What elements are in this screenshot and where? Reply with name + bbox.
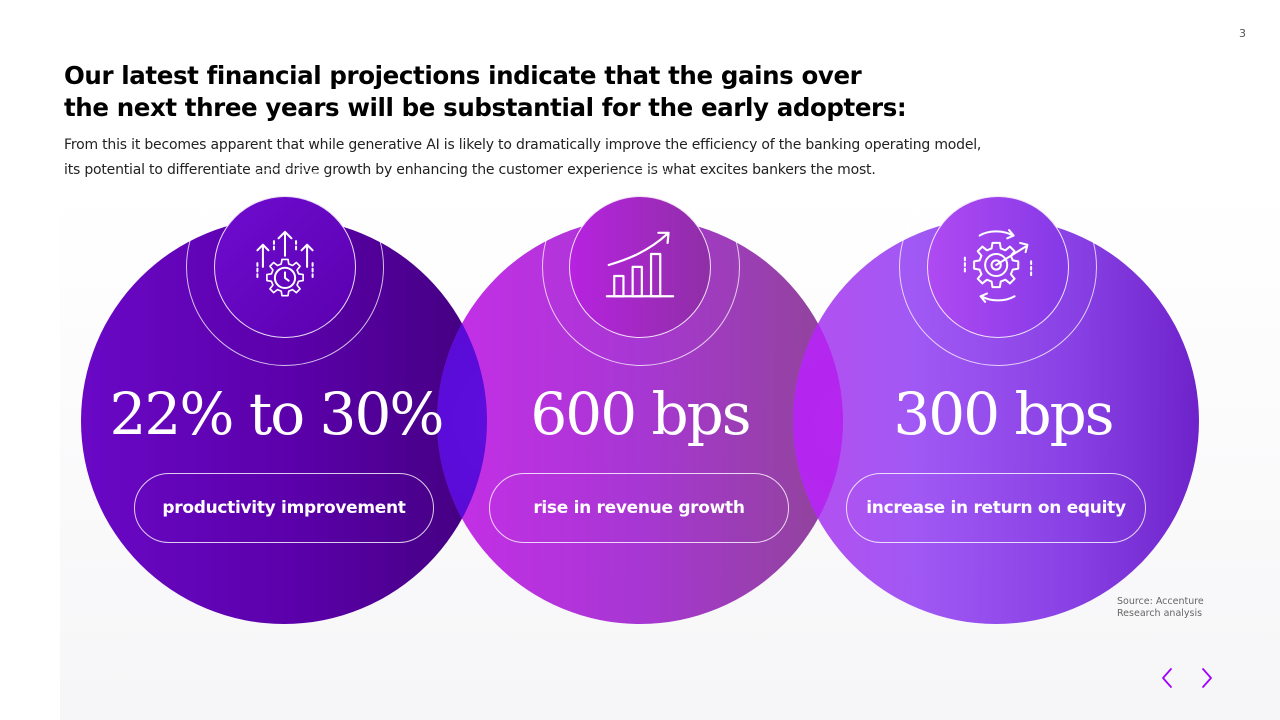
stat-value-revenue: 600 bps — [530, 380, 751, 448]
stat-label-roe: increase in return on equity — [846, 473, 1146, 543]
icon-disc-productivity — [214, 196, 356, 338]
intro-line-2: its potential to differentiate and drive… — [64, 162, 876, 178]
intro-line-1: From this it becomes apparent that while… — [64, 137, 982, 153]
stat-label-revenue: rise in revenue growth — [489, 473, 789, 543]
next-page-button[interactable] — [1193, 666, 1221, 694]
page-title-line-1: Our latest financial projections indicat… — [64, 61, 862, 90]
gear-target-icon — [952, 219, 1044, 316]
stat-label-productivity: productivity improvement — [134, 473, 434, 543]
prev-page-button[interactable] — [1153, 666, 1181, 694]
stat-value-productivity: 22% to 30% — [109, 380, 445, 448]
chevron-right-icon — [1200, 667, 1214, 694]
icon-ring-1 — [186, 168, 384, 366]
chevron-left-icon — [1160, 667, 1174, 694]
intro-paragraph: From this it becomes apparent that while… — [64, 133, 1024, 183]
icon-ring-2 — [542, 168, 740, 366]
source-note: Source: Accenture Research analysis — [1117, 596, 1227, 620]
gear-arrows-up-icon — [239, 219, 331, 316]
page-title-line-2: the next three years will be substantial… — [64, 93, 907, 122]
icon-disc-roe — [927, 196, 1069, 338]
source-line-1: Source: Accenture — [1117, 596, 1204, 607]
source-line-2: Research analysis — [1117, 608, 1203, 619]
stat-value-roe: 300 bps — [893, 380, 1114, 448]
icon-disc-revenue — [569, 196, 711, 338]
page-number: 3 — [1239, 27, 1246, 40]
page-title: Our latest financial projections indicat… — [64, 60, 964, 124]
bar-chart-trend-icon — [594, 219, 686, 316]
icon-ring-3 — [899, 168, 1097, 366]
